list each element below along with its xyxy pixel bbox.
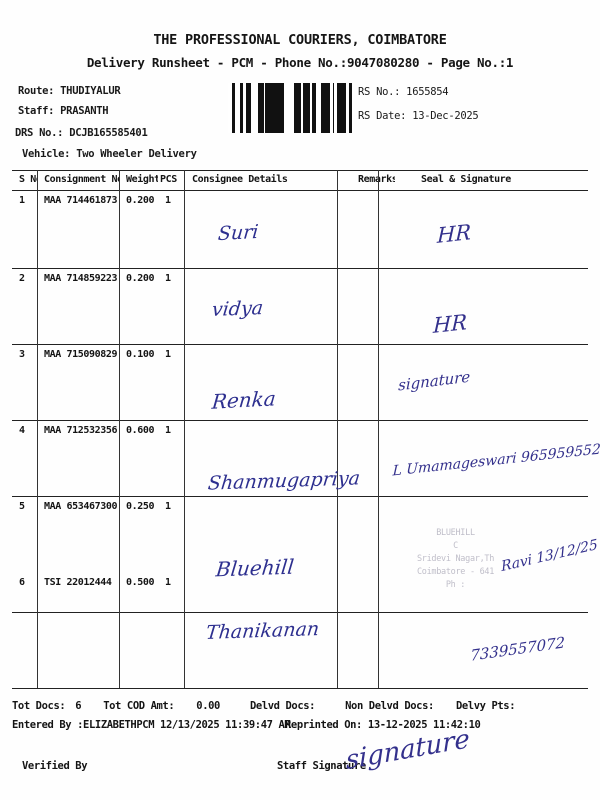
cell-sno: 3 xyxy=(19,349,25,360)
cell-sno: 4 xyxy=(19,425,25,436)
tot-cod-label: Tot COD Amt: xyxy=(103,700,175,712)
cell-consignee-details xyxy=(186,190,354,268)
non-delvd-docs-label: Non Delvd Docs: xyxy=(345,700,434,712)
cell-consignment-no: MAA 712532356 xyxy=(44,425,118,436)
table-row: 5 MAA 653467300 0.250 1 xyxy=(12,496,588,572)
col-header-remarks: Remarks xyxy=(358,174,395,185)
cell-pcs: 1 xyxy=(165,425,171,436)
cell-sno: 6 xyxy=(19,577,25,588)
cell-weight: 0.200 xyxy=(126,273,155,284)
rs-number-label: RS No.: 1655854 xyxy=(358,86,449,98)
table-header-row: S No Consignment No Weight PCS Consignee… xyxy=(12,170,588,190)
table-rule xyxy=(12,420,588,421)
col-header-consignee-details: Consignee Details xyxy=(192,174,288,185)
cell-seal-signature xyxy=(395,190,588,268)
cell-consignment-no: MAA 715090829 xyxy=(44,349,118,360)
stamp-line-3: Sridevi Nagar,Th xyxy=(416,554,495,564)
cell-pcs: 1 xyxy=(165,501,171,512)
cell-consignment-no: TSI 22012444 xyxy=(44,577,112,588)
table-rule-top xyxy=(12,170,588,171)
table-vrule-remarks xyxy=(378,170,379,688)
cell-pcs: 1 xyxy=(165,195,171,206)
totals-line: Tot Docs: 6 Tot COD Amt: 0.00 Delvd Docs: Non… xyxy=(12,700,516,712)
col-header-seal-signature: Seal & Signature xyxy=(421,174,511,185)
table-vrule-consignee xyxy=(337,170,338,688)
cell-sno: 1 xyxy=(19,195,25,206)
tot-docs-value: 6 xyxy=(75,700,82,712)
rubber-stamp: BLUEHILL C Sridevi Nagar,Th Coimbatore -… xyxy=(393,527,518,619)
table-vrule-sno xyxy=(37,170,38,688)
cell-consignee-details xyxy=(186,268,354,344)
table-row: 4 MAA 712532356 0.600 1 xyxy=(12,420,588,496)
cell-remarks xyxy=(354,572,395,648)
route-label: Route: THUDIYALUR xyxy=(18,85,121,97)
cell-pcs: 1 xyxy=(165,577,171,588)
stamp-line-4: Coimbatore - 641 xyxy=(416,567,495,577)
cell-pcs: 1 xyxy=(165,349,171,360)
cell-pcs: 1 xyxy=(165,273,171,284)
cell-remarks xyxy=(354,344,395,420)
entered-by-line: Entered By :ELIZABETHPCM 12/13/2025 11:3… xyxy=(12,719,291,731)
document-subtitle: Delivery Runsheet - PCM - Phone No.:9047… xyxy=(86,55,514,70)
cell-remarks xyxy=(354,420,395,496)
reprinted-on-line: Reprinted On: 13-12-2025 11:42:10 xyxy=(285,719,481,731)
cell-weight: 0.200 xyxy=(126,195,155,206)
table-rule-bottom xyxy=(12,688,588,689)
col-header-sno: S No xyxy=(19,174,38,185)
table-vrule-pcs xyxy=(184,170,185,688)
vehicle-label: Vehicle: Two Wheeler Delivery xyxy=(22,148,197,160)
table-rule xyxy=(12,496,588,497)
delvy-pts-label: Delvy Pts: xyxy=(455,700,516,712)
cell-sno: 2 xyxy=(19,273,25,284)
table-rule-header xyxy=(12,190,588,191)
cell-weight: 0.500 xyxy=(126,577,155,588)
cell-sno: 5 xyxy=(19,501,25,512)
drs-number-label: DRS No.: DCJB165585401 xyxy=(15,127,148,139)
cell-remarks xyxy=(354,496,395,572)
cell-seal-signature xyxy=(395,344,588,420)
cell-seal-signature xyxy=(395,420,588,496)
table-rule xyxy=(12,612,588,613)
cell-consignee-details xyxy=(186,572,354,648)
cell-consignee-details xyxy=(186,496,354,572)
stamp-line-1: BLUEHILL xyxy=(436,528,475,538)
delvd-docs-label: Delvd Docs: xyxy=(249,700,316,712)
cell-weight: 0.600 xyxy=(126,425,155,436)
table-row: 6 TSI 22012444 0.500 1 xyxy=(12,572,588,648)
stamp-line-2: C xyxy=(453,541,458,551)
col-header-consignment-no: Consignment No xyxy=(44,174,120,185)
cell-consignment-no: MAA 653467300 xyxy=(44,501,118,512)
consignment-table: S No Consignment No Weight PCS Consignee… xyxy=(12,170,588,689)
verified-by-label: Verified By xyxy=(22,760,88,772)
table-row: 2 MAA 714859223 0.200 1 xyxy=(12,268,588,344)
table-rule xyxy=(12,344,588,345)
stamp-line-5: Ph : xyxy=(445,580,466,590)
staff-signature-label: Staff Signature xyxy=(277,760,366,772)
tot-docs-label: Tot Docs: xyxy=(12,700,66,712)
cell-seal-signature xyxy=(395,268,588,344)
table-row: 3 MAA 715090829 0.100 1 xyxy=(12,344,588,420)
cell-remarks xyxy=(354,190,395,268)
cell-weight: 0.250 xyxy=(126,501,155,512)
cell-weight: 0.100 xyxy=(126,349,155,360)
cell-consignment-no: MAA 714461873 xyxy=(44,195,118,206)
cell-consignee-details xyxy=(186,420,354,496)
table-vrule-consignment xyxy=(119,170,120,688)
barcode-image xyxy=(228,83,354,133)
table-row: 1 MAA 714461873 0.200 1 xyxy=(12,190,588,268)
tot-cod-value: 0.00 xyxy=(196,700,220,712)
rs-date-label: RS Date: 13-Dec-2025 xyxy=(358,110,479,122)
table-rule xyxy=(12,268,588,269)
staff-label: Staff: PRASANTH xyxy=(18,105,109,117)
col-header-pcs: PCS xyxy=(160,174,177,185)
cell-remarks xyxy=(354,268,395,344)
col-header-weight: Weight xyxy=(126,174,158,185)
cell-consignee-details xyxy=(186,344,354,420)
company-title: THE PROFESSIONAL COURIERS, COIMBATORE xyxy=(153,32,447,48)
cell-consignment-no: MAA 714859223 xyxy=(44,273,118,284)
